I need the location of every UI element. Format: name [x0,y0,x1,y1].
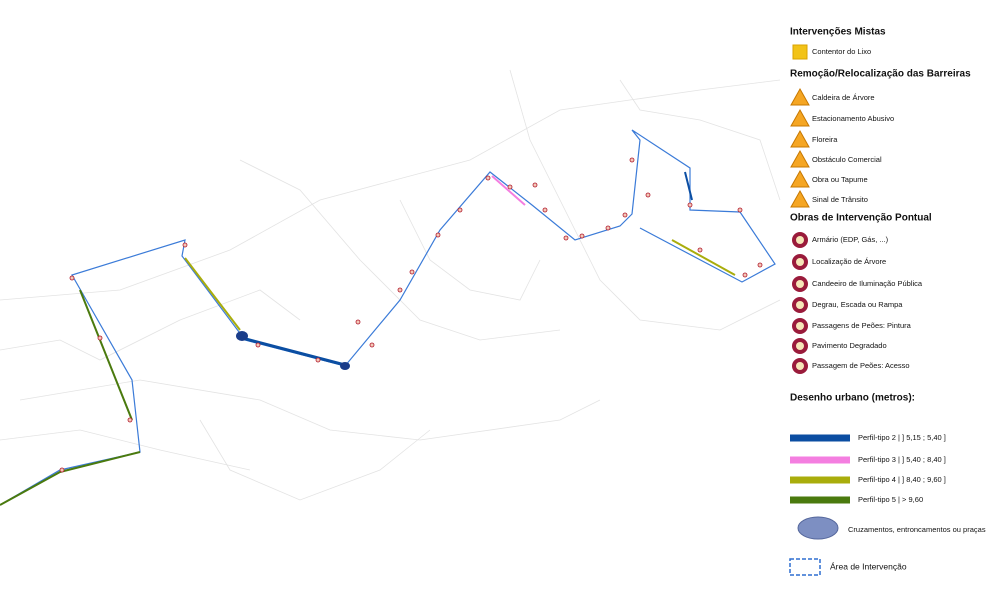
section-title: Obras de Intervenção Pontual [790,213,932,224]
legend-icon-inner [796,301,804,309]
section-title: Intervenções Mistas [790,27,886,38]
legend-item: Degrau, Escada ou Rampa [812,300,903,309]
legend-icon-inner [796,342,804,350]
intervention-route [0,129,776,506]
area-swatch [789,558,821,576]
legend-item: Localização de Árvore [812,257,886,266]
profile-blue-segment [684,171,693,201]
legend-item: Passagens de Peões: Pintura [812,321,912,330]
profile-blue-segment [241,336,346,367]
profile-label: Perfil-tipo 5 | > 9,60 [858,495,923,504]
legend-item: Candeeiro de Iluminação Pública [812,279,923,288]
crossing [340,362,350,370]
legend-icon-inner [796,258,804,266]
legend-icon [790,169,810,188]
crossing [236,331,248,341]
legend-icon [790,189,810,208]
profile-swatch [790,476,850,484]
profile-green-segment [0,451,141,506]
profile-swatch [790,456,850,464]
legend-icon [790,87,810,106]
legend-icon-inner [796,280,804,288]
profile-label: Perfil-tipo 3 | ] 5,40 ; 8,40 ] [858,455,946,464]
crossing-swatch [797,516,839,540]
profile-olive-segment [671,239,736,276]
profile-swatch [790,496,850,504]
profile-pink-segment [491,175,526,206]
profile-green-segment [79,289,133,421]
legend-item: Pavimento Degradado [812,341,887,350]
legend-icon-inner [796,362,804,370]
legend-item: Obra ou Tapume [812,175,868,184]
section-title: Desenho urbano (metros): [790,393,915,404]
legend-item: Passagem de Peões: Acesso [812,361,910,370]
legend: Intervenções Mistas Contentor do Lixo Remo… [789,27,986,576]
legend-icon [790,129,810,148]
legend-icon-inner [796,236,804,244]
profile-swatch [790,434,850,442]
profile-label: Perfil-tipo 4 | ] 8,40 ; 9,60 ] [858,475,946,484]
legend-icon [790,149,810,168]
legend-item: Obstáculo Comercial [812,155,882,164]
intervention-markers [59,157,763,473]
legend-icon [792,44,808,60]
legend-item: Estacionamento Abusivo [812,114,894,123]
area-label: Área de Intervenção [830,561,907,571]
legend-item: Armário (EDP, Gás, ...) [812,235,889,244]
legend-item: Contentor do Lixo [812,47,871,56]
crossing-label: Cruzamentos, entroncamentos ou praças [848,525,986,534]
legend-item: Caldeira de Árvore [812,93,875,102]
section-title: Remoção/Relocalização das Barreiras [790,69,971,80]
street-network [0,69,781,501]
legend-icon [790,108,810,127]
legend-item: Floreira [812,135,838,144]
legend-icon-inner [796,322,804,330]
profile-olive-segment [184,257,241,331]
legend-item: Sinal de Trânsito [812,195,868,204]
map [0,69,781,506]
profile-label: Perfil-tipo 2 | ] 5,15 ; 5,40 ] [858,433,946,442]
